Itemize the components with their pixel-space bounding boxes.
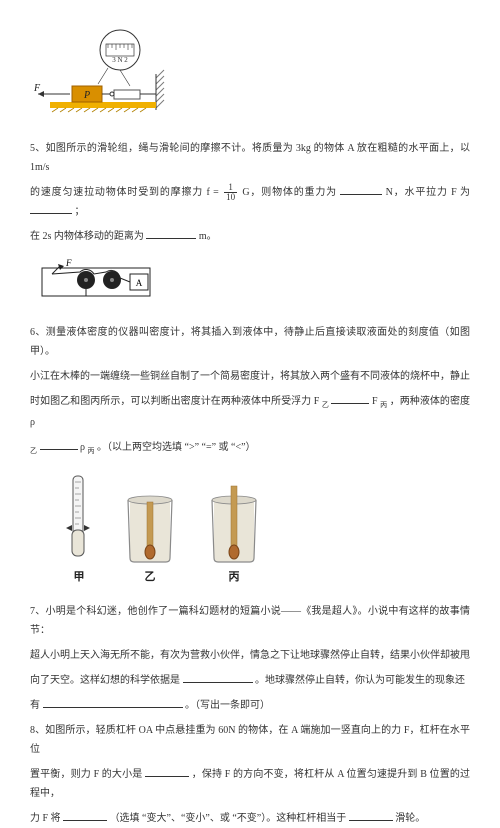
beaker-yi-svg	[122, 472, 178, 564]
blank-weight[interactable]	[340, 183, 382, 195]
q8-l1: 8、如图所示，轻质杠杆 OA 中点悬挂重为 60N 的物体，在 A 端施加一竖直…	[30, 721, 470, 759]
q6-l4c: 。（以上两空均选填 “>” “=” 或 “<”）	[97, 442, 256, 453]
q5-unit1: N，水平拉力 F 为	[386, 187, 470, 198]
q7-l4a: 有	[30, 700, 40, 711]
q6-l2: 小江在木棒的一端缠绕一些铜丝自制了一个简易密度计，将其放入两个盛有不同液体的烧杯…	[30, 367, 470, 386]
beaker-yi-group: 乙	[122, 472, 178, 588]
frac-den: 10	[224, 193, 237, 202]
q5-line3a: 在 2s 内物体移动的距离为	[30, 231, 144, 242]
q5-tail1: ；	[75, 206, 85, 217]
q6-l4a: 乙	[30, 447, 37, 455]
q6-l1: 6、测量液体密度的仪器叫密度计，将其插入到液体中，待静止后直接读取液面处的刻度值…	[30, 323, 470, 361]
q6-l4: 乙 ρ 丙 。（以上两空均选填 “>” “=” 或 “<”）	[30, 438, 470, 458]
blank-force-change[interactable]	[63, 809, 107, 821]
gauge-scale-text: 3 N 2	[112, 56, 128, 64]
block-p-label: P	[83, 90, 90, 101]
label-bing: 丙	[229, 567, 240, 588]
q7-l4: 有 。（写出一条即可）	[30, 696, 470, 715]
blank-pulley-type[interactable]	[349, 809, 393, 821]
q6-l3: 时如图乙和图丙所示，可以判断出密度计在两种液体中所受浮力 F 乙 F 丙 ，两种…	[30, 392, 470, 431]
figure-q5-svg: 3 N 2 P F	[30, 28, 180, 120]
q7-l4b: 。（写出一条即可）	[185, 700, 270, 711]
figure-pulley-svg: F A	[30, 254, 180, 304]
q8-l3b: （选填 “变大”、“变小”、或 “不变”）。这种杠杆相当于	[110, 813, 347, 824]
blank-force-f[interactable]	[30, 202, 72, 214]
q7-l1: 7、小明是个科幻迷，他创作了一篇科幻题材的短篇小说——《我是超人》。小说中有这样…	[30, 602, 470, 640]
q6-l4b: ρ	[80, 442, 85, 453]
fraction-icon: 1 10	[224, 183, 237, 202]
q5-unit2: m。	[199, 231, 217, 242]
force-f-label: F	[33, 83, 41, 94]
blank-science-basis[interactable]	[183, 671, 253, 683]
beaker-bing-svg	[206, 472, 262, 564]
q5-line3: 在 2s 内物体移动的距离为 m。	[30, 227, 470, 246]
q5-line1: 5、如图所示的滑轮组，绳与滑轮间的摩擦不计。将质量为 3kg 的物体 A 放在粗…	[30, 139, 470, 177]
pulley-block-label: A	[136, 278, 143, 288]
q6-l3b: F	[372, 396, 378, 407]
blank-density-compare[interactable]	[40, 438, 78, 450]
q7-l3: 向了天空。这样幻想的科学依据是 。地球骤然停止自转，你认为可能发生的现象还	[30, 671, 470, 690]
label-jia: 甲	[74, 567, 85, 588]
q6-sub3: 丙	[88, 447, 95, 455]
blank-force-size[interactable]	[145, 765, 189, 777]
blank-float-compare[interactable]	[331, 392, 369, 404]
q7-l2: 超人小明上天入海无所不能，有次为营救小伙伴，情急之下让地球骤然停止自转，结果小伙…	[30, 646, 470, 665]
q6-sub1: 乙	[322, 401, 329, 409]
figure-pulley-system: F A	[30, 254, 470, 311]
q8-l3: 力 F 将 （选填 “变大”、“变小”、或 “不变”）。这种杠杆相当于 滑轮。	[30, 809, 470, 828]
q5-line2b: G，则物体的重力为	[242, 187, 337, 198]
q8-l3a: 力 F 将	[30, 813, 61, 824]
q6-sub2: 丙	[380, 401, 387, 409]
figure-q5-spring-gauge: 3 N 2 P F	[30, 28, 470, 127]
hydrometer-jia-svg	[64, 472, 94, 564]
q5-line2a: 的速度匀速拉动物体时受到的摩擦力 f =	[30, 187, 219, 198]
pulley-force-label: F	[65, 258, 72, 268]
beaker-jia-group: 甲	[64, 472, 94, 588]
q8-l2: 置平衡，则力 F 的大小是 ，保持 F 的方向不变，将杠杆从 A 位置匀速提升到…	[30, 765, 470, 803]
q6-l3a: 时如图乙和图丙所示，可以判断出密度计在两种液体中所受浮力 F	[30, 396, 319, 407]
beaker-bing-group: 丙	[206, 472, 262, 588]
q5-line2: 的速度匀速拉动物体时受到的摩擦力 f = 1 10 G，则物体的重力为 N，水平…	[30, 183, 470, 221]
figure-beakers: 甲 乙 丙	[64, 472, 470, 588]
label-yi: 乙	[145, 567, 156, 588]
blank-phenomenon[interactable]	[43, 696, 183, 708]
q8-l2a: 置平衡，则力 F 的大小是	[30, 769, 142, 780]
q7-l3b: 。地球骤然停止自转，你认为可能发生的现象还	[255, 675, 465, 686]
q7-l3a: 向了天空。这样幻想的科学依据是	[30, 675, 180, 686]
q8-l3c: 滑轮。	[395, 813, 425, 824]
blank-distance[interactable]	[146, 227, 196, 239]
